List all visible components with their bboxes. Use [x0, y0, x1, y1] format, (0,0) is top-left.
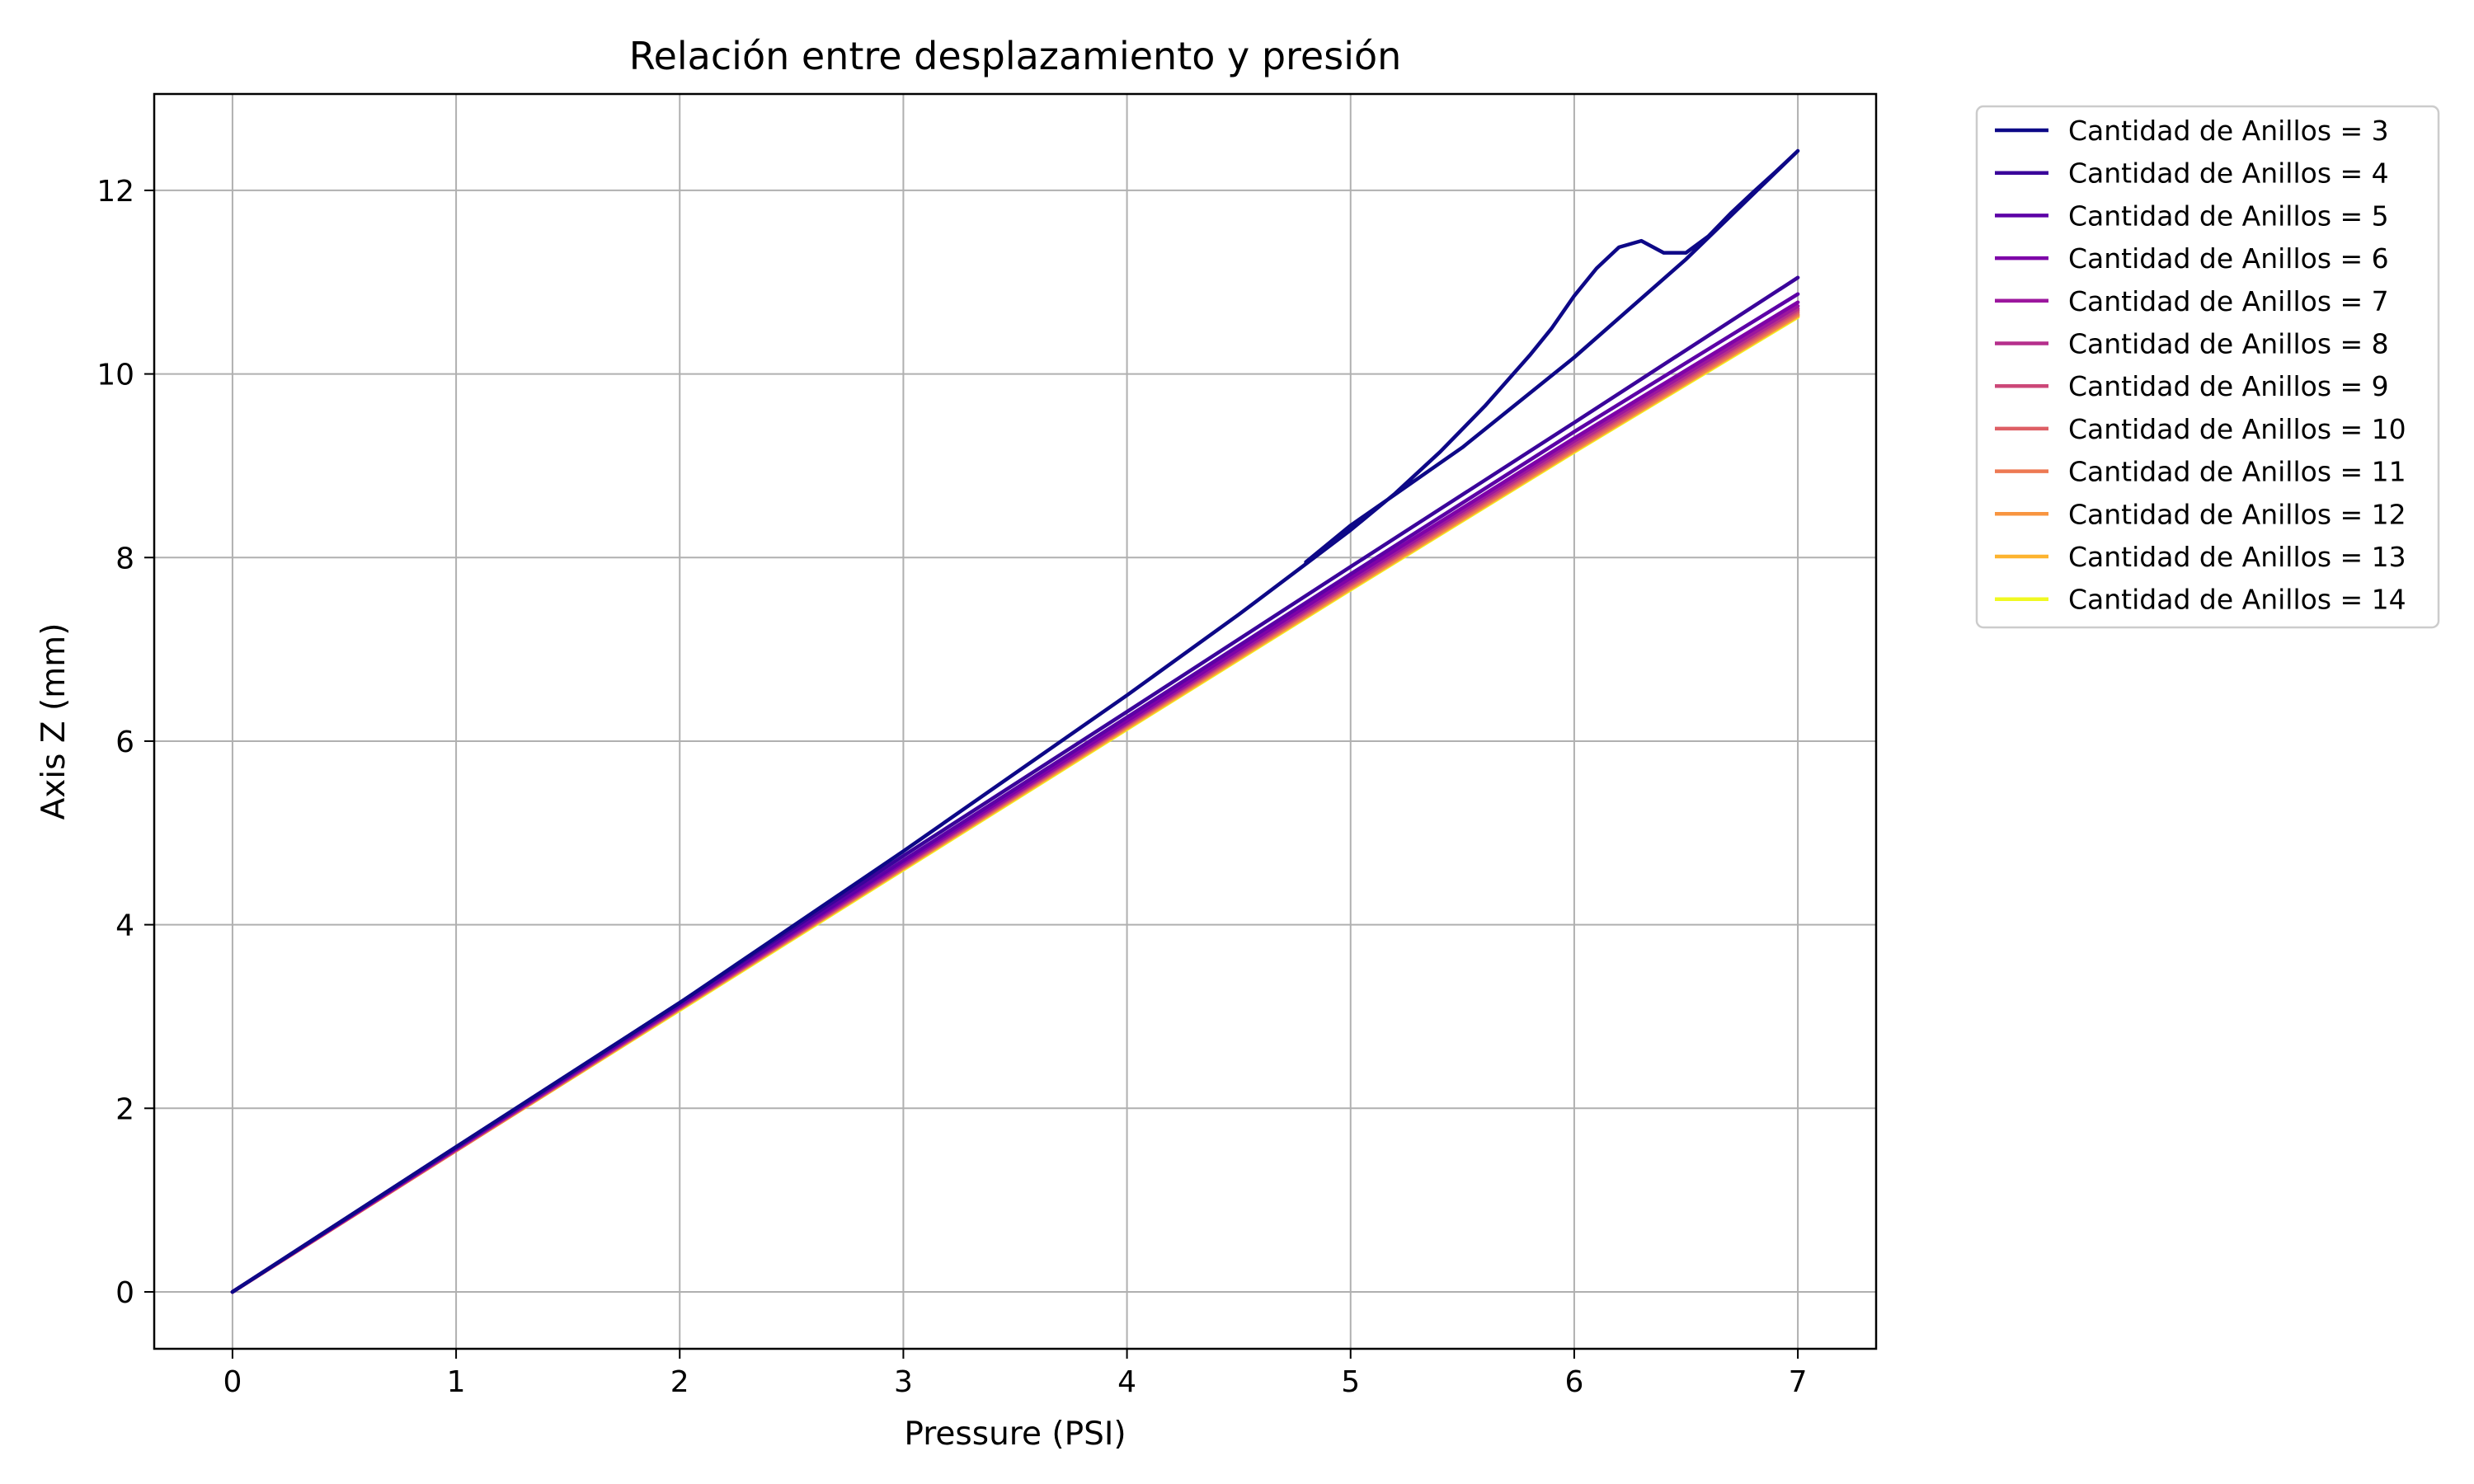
y-tick-label: 2 [115, 1092, 134, 1126]
legend-entry-label: Cantidad de Anillos = 4 [2068, 157, 2389, 190]
x-tick-label: 3 [894, 1365, 913, 1399]
x-tick-label: 0 [223, 1365, 242, 1399]
y-ticks: 0 2 4 6 8 10 12 [96, 175, 154, 1310]
series-line-1 [230, 148, 1800, 1294]
x-tick-label: 7 [1789, 1365, 1808, 1399]
y-tick-label: 10 [96, 359, 134, 392]
x-ticks: 0 1 2 3 4 5 6 7 [223, 1349, 1808, 1399]
x-tick-label: 6 [1564, 1365, 1583, 1399]
legend: Cantidad de Anillos = 3 Cantidad de Anill… [1975, 105, 2440, 629]
legend-entry-label: Cantidad de Anillos = 11 [2068, 456, 2406, 488]
legend-entry-label: Cantidad de Anillos = 5 [2068, 200, 2389, 232]
legend-entry-label: Cantidad de Anillos = 12 [2068, 498, 2406, 530]
x-axis-label: Pressure (PSI) [904, 1416, 1126, 1453]
legend-entry-label: Cantidad de Anillos = 8 [2068, 328, 2389, 360]
legend-entry-label: Cantidad de Anillos = 10 [2068, 413, 2406, 445]
y-axis-label: Axis Z (mm) [35, 623, 73, 820]
y-tick-label: 6 [115, 726, 134, 759]
plot-frame [153, 92, 1878, 1350]
x-tick-label: 2 [670, 1365, 689, 1399]
legend-entry-label: Cantidad de Anillos = 6 [2068, 242, 2389, 275]
legend-entry-label: Cantidad de Anillos = 3 [2068, 115, 2389, 147]
legend-frame [1975, 105, 2440, 629]
grid [154, 94, 1876, 1349]
legend-entry-label: Cantidad de Anillos = 13 [2068, 541, 2406, 573]
series-line-12 [230, 315, 1800, 1294]
y-tick-label: 4 [115, 909, 134, 943]
x-tick-label: 1 [447, 1365, 466, 1399]
y-tick-label: 8 [115, 542, 134, 575]
legend-entry-label: Cantidad de Anillos = 14 [2068, 584, 2406, 616]
y-tick-label: 12 [96, 175, 134, 209]
chart-title: Relación entre desplazamiento y presión [629, 34, 1402, 78]
y-tick-label: 0 [115, 1276, 134, 1310]
x-tick-label: 5 [1341, 1365, 1360, 1399]
legend-entry-label: Cantidad de Anillos = 9 [2068, 370, 2389, 402]
legend-entry-label: Cantidad de Anillos = 7 [2068, 285, 2389, 317]
x-tick-label: 4 [1117, 1365, 1136, 1399]
series-layer [230, 148, 1800, 1294]
